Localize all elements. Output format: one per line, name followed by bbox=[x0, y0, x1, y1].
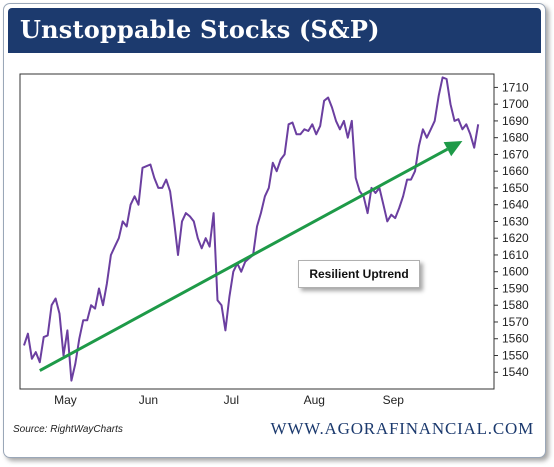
x-tick-label: Jun bbox=[139, 393, 158, 407]
trend-group bbox=[39, 141, 463, 372]
y-tick-label: 1540 bbox=[502, 365, 529, 379]
x-axis: May Jun Jul Aug Sep bbox=[54, 393, 404, 407]
trend-line bbox=[39, 147, 449, 372]
y-tick-label: 1570 bbox=[502, 315, 529, 329]
chart-title: Unstoppable Stocks (S&P) bbox=[20, 15, 380, 44]
y-tick-label: 1640 bbox=[502, 198, 529, 212]
source-note: Source: RightWayCharts bbox=[13, 424, 123, 435]
y-tick-label: 1680 bbox=[502, 131, 529, 145]
x-tick-label: Sep bbox=[383, 393, 405, 407]
y-tick-label: 1580 bbox=[502, 298, 529, 312]
y-tick-label: 1590 bbox=[502, 281, 529, 295]
x-tick-label: Jul bbox=[224, 393, 239, 407]
title-bar: Unstoppable Stocks (S&P) bbox=[8, 8, 541, 53]
y-tick-label: 1690 bbox=[502, 114, 529, 128]
trend-arrowhead bbox=[443, 141, 463, 157]
y-tick-label: 1660 bbox=[502, 164, 529, 178]
callout-label: Resilient Uptrend bbox=[298, 260, 420, 288]
y-tick-label: 1620 bbox=[502, 231, 529, 245]
y-tick-label: 1550 bbox=[502, 348, 529, 362]
y-tick-label: 1630 bbox=[502, 214, 529, 228]
y-tick-label: 1650 bbox=[502, 181, 529, 195]
y-tick-label: 1560 bbox=[502, 332, 529, 346]
y-tick-label: 1710 bbox=[502, 80, 529, 94]
y-tick-label: 1600 bbox=[502, 265, 529, 279]
website-link[interactable]: WWW.AGORAFINANCIAL.COM bbox=[270, 419, 534, 438]
y-tick-label: 1700 bbox=[502, 97, 529, 111]
x-tick-label: Aug bbox=[304, 393, 325, 407]
y-axis: 1540 1550 1560 1570 1580 1590 1600 1610 1620 1630… bbox=[494, 80, 529, 379]
x-tick-label: May bbox=[54, 393, 77, 407]
y-tick-label: 1670 bbox=[502, 147, 529, 161]
y-tick-label: 1610 bbox=[502, 248, 529, 262]
